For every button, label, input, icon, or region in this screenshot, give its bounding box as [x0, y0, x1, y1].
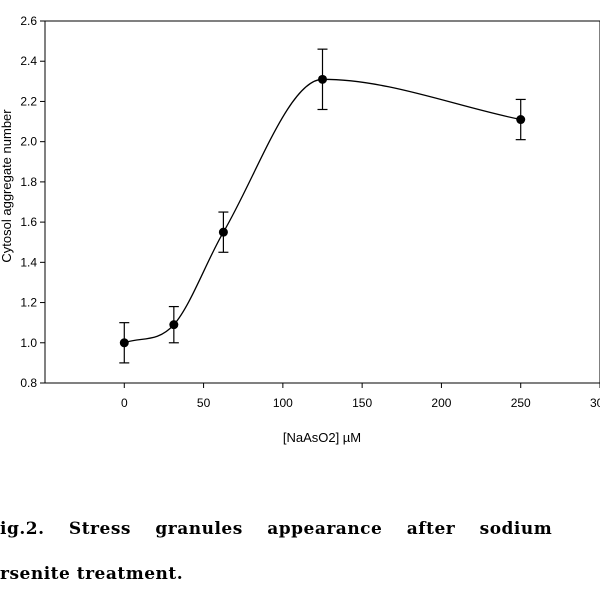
y-tick-label: 2.4 — [20, 54, 37, 68]
y-tick-label: 2.2 — [20, 94, 37, 108]
y-axis-ticks: 0.8 1.0 1.2 1.4 1.6 1.8 2.0 2.2 2.4 2.6 — [20, 14, 45, 390]
x-tick-label: 0 — [121, 396, 128, 410]
y-tick-label: 2.6 — [20, 14, 37, 28]
data-point — [516, 115, 526, 125]
y-tick-label: 1.4 — [20, 255, 37, 269]
figure-caption-line-2: rsenite treatment. — [0, 564, 184, 584]
y-tick-label: 1.0 — [20, 336, 37, 350]
x-tick-label: 300 — [590, 396, 600, 410]
y-tick-label: 2.0 — [20, 135, 37, 149]
plot-frame — [44, 20, 600, 384]
x-tick-label: 100 — [273, 396, 293, 410]
x-tick-label: 200 — [431, 396, 451, 410]
y-tick-label: 1.8 — [20, 175, 37, 189]
chart: 0 50 100 150 200 250 300 0.8 1.0 1.2 1.4 1.6 1.8 2.0… — [0, 14, 600, 445]
x-axis-title: [NaAsO2] µM — [283, 430, 361, 445]
y-tick-label: 1.2 — [20, 296, 37, 310]
data-points — [119, 74, 526, 348]
data-point — [218, 227, 228, 237]
data-point — [169, 320, 179, 330]
x-tick-label: 250 — [511, 396, 531, 410]
y-axis-title: Cytosol aggregate number — [0, 109, 14, 263]
data-point — [318, 74, 327, 84]
data-point — [119, 338, 129, 348]
series-line — [124, 78, 521, 344]
y-tick-label: 0.8 — [20, 376, 37, 390]
x-tick-label: 50 — [197, 396, 211, 410]
x-axis-ticks: 0 50 100 150 200 250 300 — [121, 383, 600, 410]
y-tick-label: 1.6 — [20, 215, 37, 229]
figure-caption-line-1: ig.2. Stress granules appearance after s… — [0, 519, 553, 539]
x-tick-label: 150 — [352, 396, 372, 410]
